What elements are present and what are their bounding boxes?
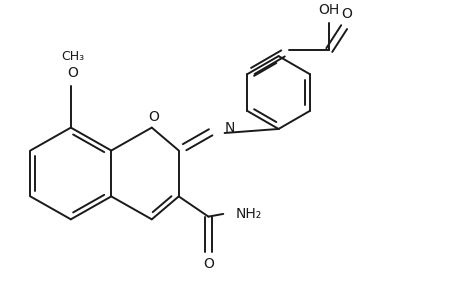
Text: OH: OH [318,3,339,16]
Text: O: O [67,66,78,80]
Text: CH₃: CH₃ [62,50,84,63]
Text: O: O [148,110,159,124]
Text: O: O [340,7,351,21]
Text: NH₂: NH₂ [235,207,261,221]
Text: N: N [224,121,235,135]
Text: O: O [202,257,213,271]
